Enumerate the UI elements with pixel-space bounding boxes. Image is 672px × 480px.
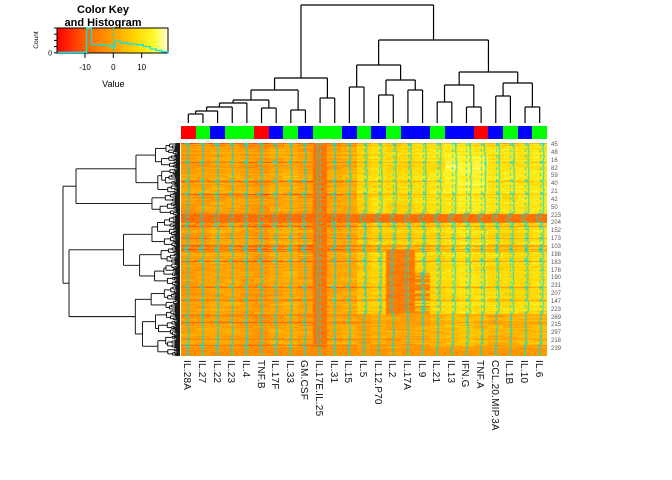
row-label-223: 223 bbox=[551, 212, 562, 219]
row-label-59: 59 bbox=[551, 173, 558, 180]
column-label-IL.28A: IL.28A bbox=[181, 360, 193, 391]
col-class-green-segment bbox=[430, 126, 445, 139]
col-class-red-segment bbox=[181, 126, 196, 139]
row-label-173: 173 bbox=[551, 236, 562, 243]
column-label-IL.1B: IL.1B bbox=[503, 360, 515, 385]
row-label-147: 147 bbox=[551, 298, 562, 305]
color-key-title-line2: and Histogram bbox=[64, 17, 141, 29]
row-label-223: 223 bbox=[551, 306, 562, 313]
col-class-blue-segment bbox=[488, 126, 503, 139]
column-label-GM.CSF: GM.CSF bbox=[298, 360, 310, 401]
column-label-IL.6: IL.6 bbox=[532, 360, 544, 378]
col-class-red-segment bbox=[254, 126, 269, 139]
col-class-blue-segment bbox=[415, 126, 430, 139]
col-class-blue-segment bbox=[210, 126, 225, 139]
row-label-48: 48 bbox=[551, 149, 558, 156]
row-label-239: 239 bbox=[551, 346, 562, 352]
col-class-blue-segment bbox=[269, 126, 283, 139]
column-label-IL.17A: IL.17A bbox=[400, 360, 412, 391]
col-class-green-segment bbox=[240, 126, 254, 139]
column-label-IL.27: IL.27 bbox=[195, 360, 207, 384]
col-class-green-segment bbox=[225, 126, 240, 139]
row-label-215: 215 bbox=[551, 322, 562, 329]
col-class-green-segment bbox=[357, 126, 371, 139]
column-label-IL.4: IL.4 bbox=[239, 360, 251, 378]
col-class-green-segment bbox=[283, 126, 298, 139]
row-label-183: 183 bbox=[551, 259, 562, 266]
col-class-green-segment bbox=[386, 126, 401, 139]
col-class-green-segment bbox=[196, 126, 210, 139]
heatmap-canvas bbox=[181, 143, 547, 356]
column-label-IFN.G: IFN.G bbox=[459, 360, 471, 388]
row-label-42: 42 bbox=[551, 196, 558, 203]
col-class-blue-segment bbox=[445, 126, 459, 139]
row-label-269: 269 bbox=[551, 314, 562, 321]
column-dendrogram bbox=[187, 4, 541, 123]
row-label-190: 190 bbox=[551, 275, 562, 282]
col-class-green-segment bbox=[327, 126, 342, 139]
col-class-blue-segment bbox=[401, 126, 415, 139]
column-label-IL.13: IL.13 bbox=[444, 360, 456, 384]
col-class-blue-segment bbox=[298, 126, 313, 139]
row-label-50: 50 bbox=[551, 204, 558, 211]
column-label-IL.21: IL.21 bbox=[430, 360, 442, 384]
row-label-152: 152 bbox=[551, 228, 562, 235]
key-y-ticks bbox=[54, 27, 57, 54]
row-label-218: 218 bbox=[551, 338, 562, 345]
key-y-axis-label: Count bbox=[33, 31, 40, 49]
row-label-204: 204 bbox=[551, 220, 562, 227]
color-key-title-line1: Color Key bbox=[77, 4, 130, 16]
col-class-red-segment bbox=[474, 126, 488, 139]
col-class-blue-segment bbox=[371, 126, 386, 139]
column-label-IL.31: IL.31 bbox=[327, 360, 339, 384]
row-label-178: 178 bbox=[551, 267, 562, 274]
col-class-blue-segment bbox=[342, 126, 357, 139]
col-class-green-segment bbox=[532, 126, 547, 139]
col-class-green-segment bbox=[313, 126, 327, 139]
column-label-IL.12.P70: IL.12.P70 bbox=[371, 360, 383, 405]
row-label-82: 82 bbox=[551, 165, 558, 172]
column-label-IL.9: IL.9 bbox=[415, 360, 427, 378]
col-class-blue-segment bbox=[459, 126, 474, 139]
column-class-colorbar bbox=[181, 126, 547, 139]
column-label-TNF.A: TNF.A bbox=[474, 360, 486, 389]
column-label-CCL.20.MIP.3A: CCL.20.MIP.3A bbox=[488, 360, 500, 431]
row-dendrogram bbox=[62, 143, 180, 356]
row-label-21: 21 bbox=[551, 189, 558, 196]
row-label-207: 207 bbox=[551, 291, 562, 298]
column-label-IL.33: IL.33 bbox=[283, 360, 295, 384]
key-x-axis-label: Value bbox=[102, 79, 124, 89]
key-y-tick-label: 0 bbox=[48, 51, 52, 58]
column-label-IL.10: IL.10 bbox=[518, 360, 530, 384]
row-label-297: 297 bbox=[551, 330, 562, 337]
row-label-40: 40 bbox=[551, 181, 558, 188]
row-label-16: 16 bbox=[551, 157, 558, 164]
key-x-tick--10: -10 bbox=[79, 63, 91, 72]
column-label-IL.5: IL.5 bbox=[357, 360, 368, 378]
col-class-green-segment bbox=[503, 126, 518, 139]
key-x-tick-0: 0 bbox=[111, 63, 116, 72]
column-label-IL.2: IL.2 bbox=[386, 360, 398, 378]
row-label-231: 231 bbox=[551, 283, 562, 290]
color-key-panel: Color Key and Histogram 0 Count -10 0 10… bbox=[33, 4, 169, 89]
column-label-IL.17E.IL.25: IL.17E.IL.25 bbox=[313, 360, 325, 417]
color-key-histogram-line bbox=[56, 27, 169, 54]
column-label-IL.17F: IL.17F bbox=[269, 360, 281, 390]
column-label-IL.23: IL.23 bbox=[225, 360, 237, 384]
key-x-ticks bbox=[84, 53, 143, 58]
row-label-198: 198 bbox=[551, 251, 562, 258]
row-label-45: 45 bbox=[551, 142, 558, 148]
column-label-IL.15: IL.15 bbox=[342, 360, 354, 384]
row-label-103: 103 bbox=[551, 244, 562, 250]
column-label-TNF.B: TNF.B bbox=[254, 360, 266, 389]
col-class-blue-segment bbox=[518, 126, 532, 139]
key-x-tick-10: 10 bbox=[137, 63, 146, 72]
column-label-IL.22: IL.22 bbox=[210, 360, 222, 384]
